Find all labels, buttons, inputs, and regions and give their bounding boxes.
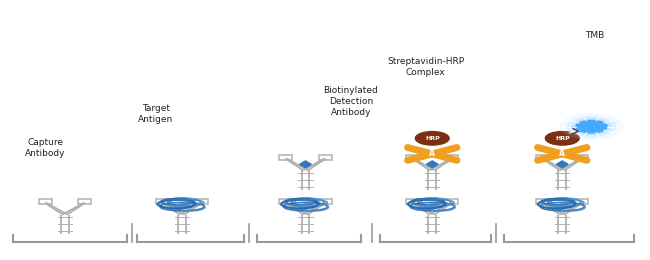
Bar xyxy=(445,199,458,204)
Bar xyxy=(575,199,588,204)
Bar xyxy=(406,155,419,160)
Bar xyxy=(280,155,292,160)
Bar xyxy=(39,199,52,204)
Bar xyxy=(575,155,588,160)
Bar xyxy=(536,199,549,204)
Bar xyxy=(156,199,169,204)
Text: A: A xyxy=(559,150,566,158)
Text: HRP: HRP xyxy=(555,136,569,141)
Text: A: A xyxy=(429,150,436,158)
Text: Capture
Antibody: Capture Antibody xyxy=(25,138,66,158)
Bar xyxy=(445,155,458,160)
Circle shape xyxy=(415,132,449,145)
Bar xyxy=(195,199,208,204)
Bar xyxy=(406,199,419,204)
Bar xyxy=(318,199,332,204)
Text: TMB: TMB xyxy=(585,31,604,40)
Bar xyxy=(280,199,292,204)
Text: Streptavidin-HRP
Complex: Streptavidin-HRP Complex xyxy=(387,57,464,77)
Circle shape xyxy=(572,119,611,134)
Circle shape xyxy=(560,114,623,139)
Polygon shape xyxy=(300,161,311,168)
Text: Biotinylated
Detection
Antibody: Biotinylated Detection Antibody xyxy=(324,86,378,117)
Text: Target
Antigen: Target Antigen xyxy=(138,104,174,124)
Circle shape xyxy=(567,117,616,136)
Polygon shape xyxy=(556,161,568,168)
Bar xyxy=(318,155,332,160)
Polygon shape xyxy=(426,161,438,168)
Bar xyxy=(78,199,91,204)
Circle shape xyxy=(576,120,607,133)
Bar xyxy=(536,155,549,160)
Text: HRP: HRP xyxy=(425,136,439,141)
Circle shape xyxy=(545,132,579,145)
